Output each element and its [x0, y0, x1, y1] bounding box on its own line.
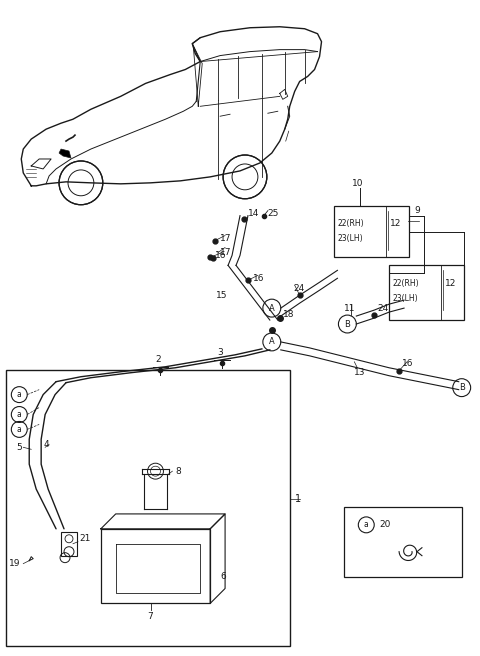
Text: A: A	[269, 337, 275, 346]
Text: 10: 10	[352, 179, 364, 188]
Text: 11: 11	[344, 304, 356, 313]
Text: 7: 7	[148, 612, 154, 621]
Text: 5: 5	[16, 443, 22, 452]
Text: 1: 1	[295, 494, 301, 504]
Text: 18: 18	[283, 310, 294, 319]
Text: 8: 8	[175, 466, 181, 476]
Text: 13: 13	[354, 368, 366, 377]
Text: 3: 3	[217, 348, 223, 358]
Text: 2: 2	[156, 356, 161, 364]
Text: 24: 24	[377, 304, 388, 313]
Text: 4: 4	[43, 440, 49, 449]
Text: 12: 12	[390, 219, 401, 228]
Text: 17: 17	[220, 248, 232, 257]
Text: 16: 16	[215, 251, 227, 260]
Bar	[335, 206, 409, 257]
Text: 9: 9	[414, 206, 420, 215]
Text: 22(RH): 22(RH)	[337, 219, 364, 228]
Text: 23(LH): 23(LH)	[337, 234, 363, 243]
Text: 17: 17	[220, 234, 232, 243]
Text: 25: 25	[268, 209, 279, 218]
Text: 20: 20	[379, 520, 391, 529]
Text: a: a	[17, 425, 22, 434]
Bar	[6, 370, 290, 646]
Bar	[61, 532, 77, 556]
Text: B: B	[345, 319, 350, 329]
Bar	[101, 529, 210, 604]
Text: 16: 16	[253, 274, 264, 283]
Polygon shape	[59, 149, 71, 158]
Bar	[389, 266, 464, 320]
Text: a: a	[364, 520, 369, 529]
Text: 16: 16	[402, 359, 414, 368]
Bar	[344, 507, 462, 577]
Text: 24: 24	[294, 284, 305, 293]
Text: 6: 6	[220, 572, 226, 581]
Text: 12: 12	[445, 279, 456, 288]
Text: 14: 14	[248, 209, 259, 218]
Text: a: a	[17, 410, 22, 419]
Text: 22(RH): 22(RH)	[392, 279, 419, 288]
Text: a: a	[17, 390, 22, 399]
Text: B: B	[459, 383, 465, 392]
Text: 21: 21	[79, 534, 90, 543]
Text: A: A	[269, 304, 275, 313]
Text: 23(LH): 23(LH)	[392, 294, 418, 302]
Text: 19: 19	[9, 559, 21, 568]
Text: 15: 15	[216, 291, 228, 300]
